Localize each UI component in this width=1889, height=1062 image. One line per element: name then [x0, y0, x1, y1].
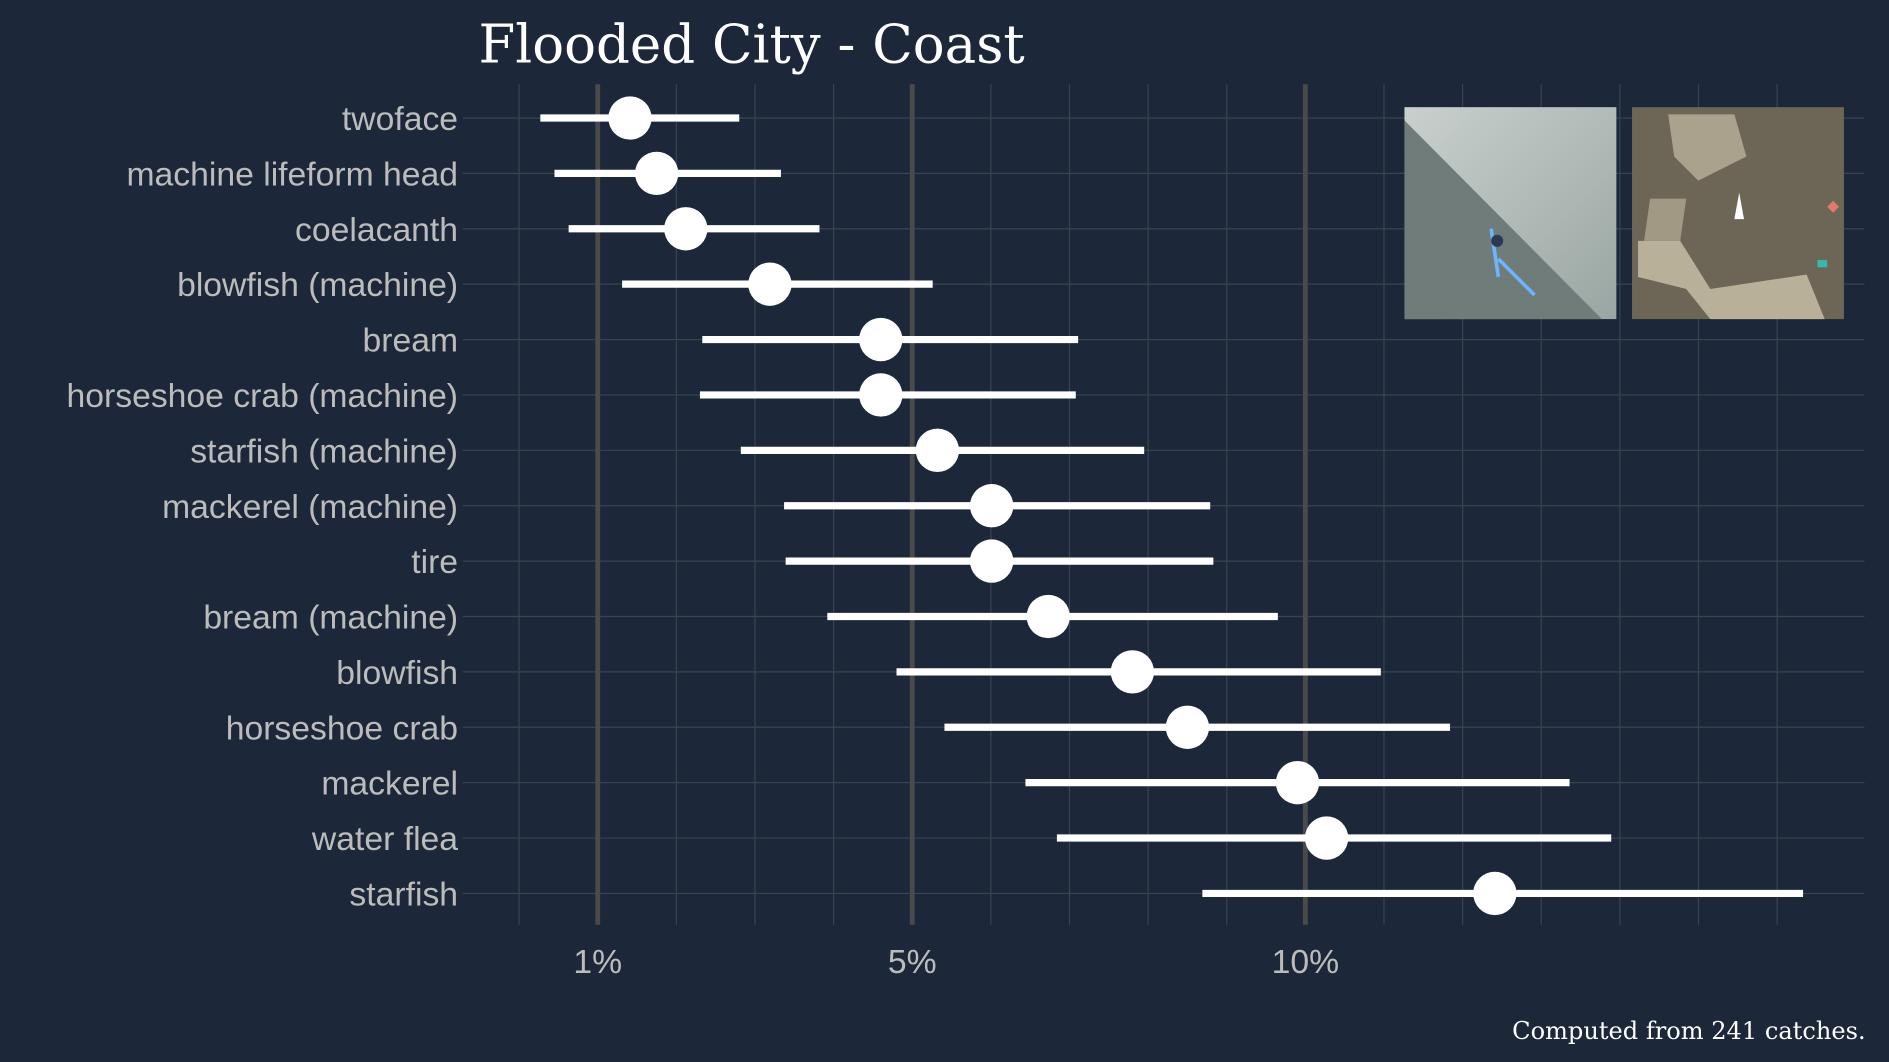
y-axis-labels: twoface machine lifeform head coelacanth bl… [67, 100, 459, 913]
data-point [1275, 760, 1320, 805]
data-point [859, 317, 903, 362]
y-tick-label: blowfish [336, 654, 458, 692]
y-tick-label: horseshoe crab [226, 709, 458, 747]
data-point [635, 151, 679, 196]
y-tick-label: bream (machine) [203, 599, 458, 637]
data-point [664, 207, 708, 251]
y-tick-label: starfish [349, 875, 458, 913]
data-point [1304, 816, 1349, 860]
y-tick-label: bream [363, 322, 459, 360]
y-tick-label: starfish (machine) [190, 432, 458, 470]
data-point [1026, 594, 1070, 639]
screenshot-thumbnail [1404, 107, 1617, 320]
data-point [915, 428, 960, 472]
marks [540, 96, 1804, 916]
x-tick-label: 10% [1272, 943, 1339, 981]
y-tick-label: tire [411, 543, 458, 581]
x-tick-label: 1% [573, 943, 622, 981]
data-point [859, 373, 903, 417]
y-tick-label: mackerel (machine) [162, 488, 458, 526]
caption: Computed from 241 catches. [1512, 1017, 1865, 1045]
y-tick-label: blowfish (machine) [177, 266, 458, 304]
data-point [1473, 871, 1517, 916]
y-tick-label: coelacanth [295, 211, 458, 249]
data-point [748, 262, 792, 306]
data-point [608, 96, 652, 140]
data-point [969, 539, 1014, 583]
minimap-thumbnail [1632, 107, 1844, 320]
y-tick-label: twoface [342, 100, 458, 138]
y-tick-label: machine lifeform head [126, 155, 458, 193]
y-tick-label: horseshoe crab (machine) [67, 377, 459, 415]
x-axis-labels: 1% 5% 10% [573, 943, 1339, 981]
data-point [969, 484, 1014, 528]
x-tick-label: 5% [888, 943, 937, 981]
y-tick-label: water flea [311, 820, 458, 858]
y-tick-label: mackerel [321, 765, 458, 803]
chart-title: Flooded City - Coast [479, 15, 1025, 76]
data-point [1165, 705, 1210, 749]
data-point [1110, 650, 1155, 694]
